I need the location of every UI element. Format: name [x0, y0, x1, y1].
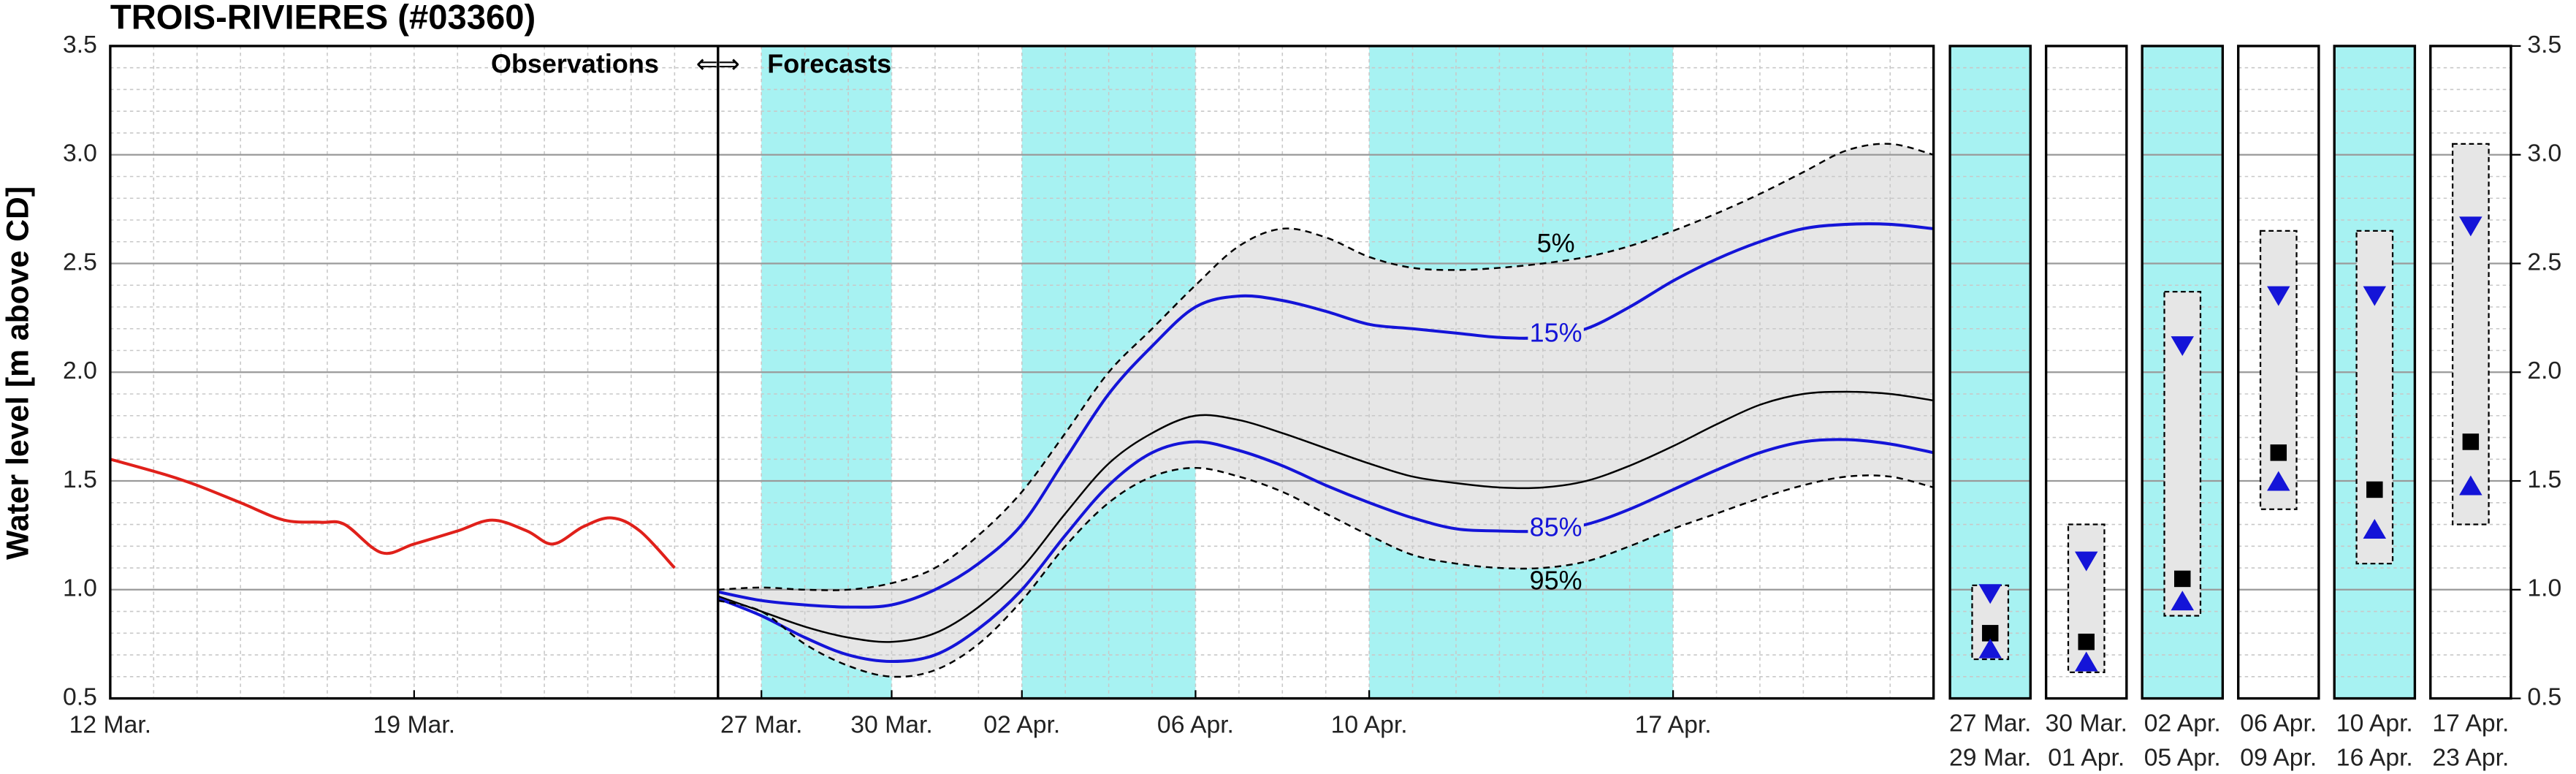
y2-tick-label: 1.0	[2527, 574, 2561, 602]
chart-title: TROIS-RIVIERES (#03360)	[110, 0, 536, 37]
p85-marker	[1978, 638, 2002, 659]
x-tick-label: 12 Mar.	[69, 711, 151, 739]
p15-marker	[2171, 336, 2194, 357]
median-marker	[2078, 633, 2095, 650]
median-marker	[2174, 570, 2191, 588]
panel-start-label: 17 Apr.	[2432, 709, 2509, 737]
series-label: 95%	[1530, 565, 1582, 595]
y-tick-label: 2.5	[63, 248, 97, 276]
panel-start-label: 10 Apr.	[2336, 709, 2413, 737]
y2-tick-label: 1.5	[2527, 466, 2561, 493]
p85-marker	[2363, 519, 2387, 539]
p15-marker	[2267, 286, 2290, 306]
panel-start-label: 06 Apr.	[2240, 709, 2317, 737]
panel-end-label: 01 Apr.	[2048, 744, 2125, 772]
plot-frame	[109, 45, 1935, 700]
median-marker	[2462, 433, 2480, 450]
p85-marker	[2267, 471, 2290, 491]
p15-marker	[1978, 584, 2002, 604]
series-line	[717, 143, 1934, 591]
y2-tick-label: 3.5	[2527, 31, 2561, 58]
y-axis-label: Water level [m above CD]	[1, 186, 36, 560]
y-tick-label: 1.5	[63, 466, 97, 493]
x-tick-label: 17 Apr.	[1635, 711, 1712, 739]
y-tick-label: 3.5	[63, 31, 97, 58]
range-box	[2259, 229, 2298, 510]
p85-marker	[2459, 475, 2482, 496]
p15-marker	[2459, 216, 2482, 237]
x-tick-label: 10 Apr.	[1331, 711, 1408, 739]
p15-marker	[2074, 551, 2098, 572]
series-line	[717, 222, 1934, 609]
median-marker	[1981, 625, 1999, 642]
series-line	[110, 458, 676, 569]
series-label: 15%	[1530, 318, 1582, 348]
panel-end-label: 16 Apr.	[2336, 744, 2413, 772]
panel-frame	[2044, 45, 2128, 700]
label-gap	[1528, 322, 1584, 349]
y2-tick-label: 2.0	[2527, 357, 2561, 384]
series-line	[717, 438, 1935, 664]
panel-start-label: 30 Mar.	[2045, 709, 2127, 737]
median-marker	[2270, 444, 2287, 461]
y-tick-label: 0.5	[63, 683, 97, 710]
panel-start-label: 02 Apr.	[2144, 709, 2221, 737]
y2-tick-label: 3.0	[2527, 140, 2561, 167]
series-line	[717, 390, 1934, 643]
observations-label: Observations	[491, 48, 659, 78]
panel-frame	[1948, 45, 2032, 700]
p85-marker	[2074, 651, 2098, 672]
panel-frame	[2333, 45, 2417, 700]
x-tick-label: 06 Apr.	[1157, 711, 1234, 739]
median-marker	[2366, 481, 2383, 498]
panel-end-label: 29 Mar.	[1949, 744, 2031, 772]
x-tick-label: 30 Mar.	[850, 711, 932, 739]
panel-end-label: 05 Apr.	[2144, 744, 2221, 772]
y-tick-label: 2.0	[63, 357, 97, 384]
series-label: 85%	[1530, 512, 1582, 542]
x-tick-label: 19 Mar.	[373, 711, 455, 739]
p15-marker	[2363, 286, 2387, 306]
forecasts-label: Forecasts	[767, 48, 891, 78]
y-tick-label: 1.0	[63, 574, 97, 602]
x-tick-label: 02 Apr.	[983, 711, 1060, 739]
panel-end-label: 23 Apr.	[2432, 744, 2509, 772]
p85-marker	[2171, 591, 2194, 611]
panel-start-label: 27 Mar.	[1949, 709, 2031, 737]
range-box	[2451, 143, 2490, 526]
range-box	[2355, 229, 2394, 565]
range-box	[2067, 523, 2106, 673]
panel-frame	[2141, 45, 2225, 700]
series-label: 5%	[1537, 228, 1575, 258]
panel-end-label: 09 Apr.	[2240, 744, 2317, 772]
x-tick-label: 27 Mar.	[720, 711, 802, 739]
y2-tick-label: 2.5	[2527, 248, 2561, 276]
y-tick-label: 3.0	[63, 140, 97, 167]
panel-frame	[2237, 45, 2320, 700]
arrows-label: ⇐⇒	[696, 48, 740, 78]
label-gap	[1528, 515, 1584, 542]
y2-tick-label: 0.5	[2527, 683, 2561, 710]
